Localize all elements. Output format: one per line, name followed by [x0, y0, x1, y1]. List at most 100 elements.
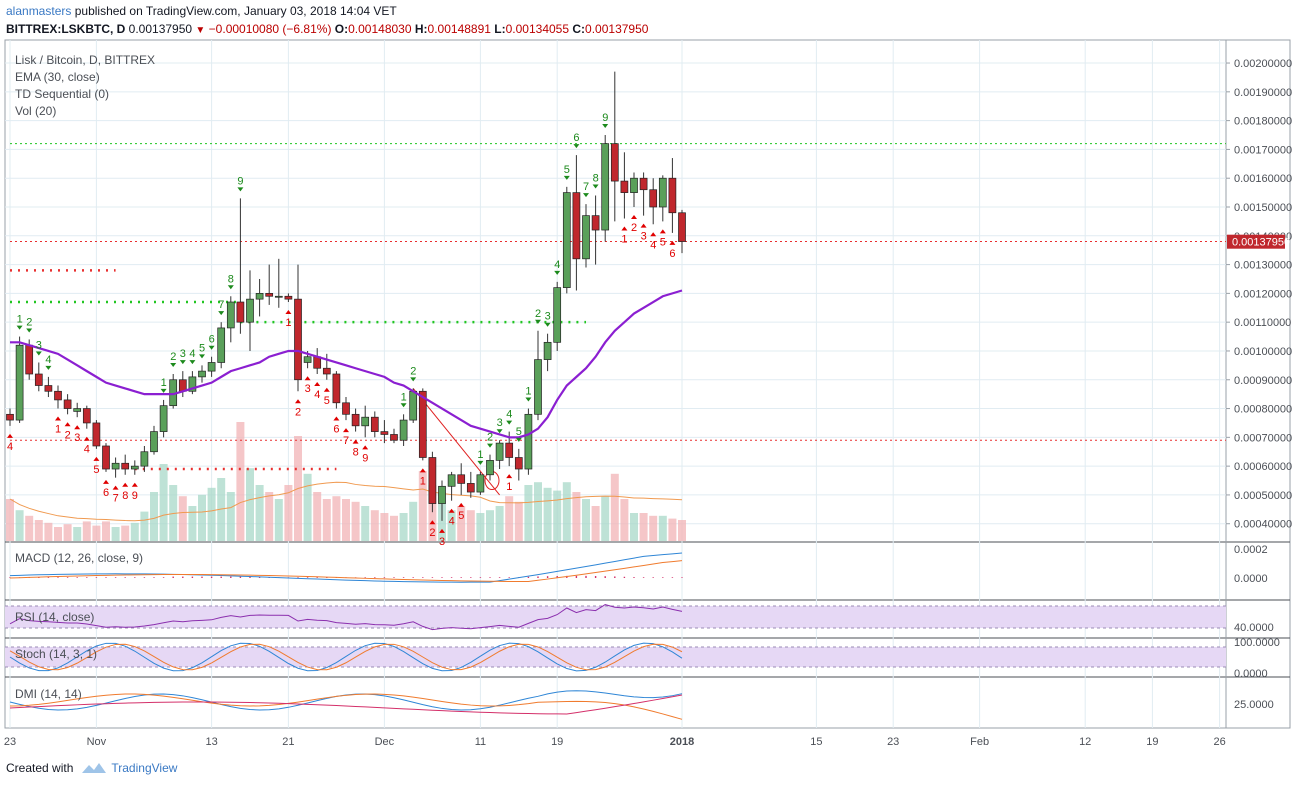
td-green-count: 7 [218, 299, 224, 311]
y-tick-label: 0.00170000 [1234, 144, 1292, 156]
candle-up [217, 327, 226, 363]
legend-ema[interactable]: EMA (30, close) [15, 70, 100, 84]
volume-bar [284, 485, 293, 541]
td-green-arrow [506, 420, 513, 425]
adx-line [9, 694, 683, 715]
td-red-arrow [93, 456, 100, 461]
volume-bar [649, 515, 658, 541]
td-green-count: 3 [545, 311, 551, 323]
td-red-count: 4 [84, 444, 90, 456]
td-red-arrow [621, 226, 628, 231]
volume-bar [447, 510, 456, 541]
last-price: 0.00137950 [128, 22, 193, 36]
macd-tick: 0.0002 [1234, 544, 1268, 556]
legend-vol[interactable]: Vol (20) [15, 104, 57, 118]
td-red-count: 4 [650, 239, 656, 251]
td-green-count: 6 [209, 334, 215, 346]
x-tick-label: 11 [475, 736, 486, 748]
volume-bar [332, 496, 341, 541]
x-tick-label: Dec [375, 736, 395, 748]
td-green-count: 1 [477, 449, 483, 461]
volume-bar [274, 499, 283, 541]
td-red-count: 3 [439, 536, 445, 548]
candle-down [6, 413, 14, 421]
macd-label[interactable]: MACD (12, 26, close, 9) [15, 551, 144, 565]
volume-bar [399, 513, 408, 541]
volume-bar [380, 513, 389, 541]
close-label: C: [572, 22, 586, 36]
candle-down [44, 385, 53, 392]
td-green-count: 2 [26, 316, 32, 328]
volume-bar [630, 513, 638, 541]
volume-bar [159, 464, 168, 541]
footer: Created with TradingView [6, 761, 177, 775]
td-green-arrow [237, 187, 244, 192]
candle-down [332, 373, 341, 404]
candle-down [82, 408, 91, 424]
td-red-arrow [74, 425, 81, 430]
x-tick-label: 19 [551, 736, 563, 748]
candle-down [466, 483, 475, 493]
td-red-count: 4 [314, 389, 320, 401]
volume-bar [543, 487, 552, 541]
td-green-count: 5 [516, 426, 522, 438]
volume-bar [255, 485, 264, 541]
td-red-arrow [112, 485, 119, 490]
td-red-arrow [506, 474, 513, 479]
candle-up [274, 295, 283, 298]
td-red-arrow [295, 399, 301, 404]
td-red-count: 1 [55, 424, 61, 436]
volume-bar [198, 494, 206, 541]
volume-bar [188, 506, 197, 541]
td-green-count: 1 [17, 314, 23, 326]
volume-bar [246, 468, 254, 541]
down-arrow-icon: ▼ [195, 25, 206, 36]
dmi-label[interactable]: DMI (14, 14) [15, 687, 82, 701]
stoch-label[interactable]: Stoch (14, 3, 1) [15, 647, 98, 661]
candle-down [572, 192, 581, 260]
td-green-arrow [160, 388, 167, 393]
y-tick-label: 0.00160000 [1234, 173, 1292, 185]
td-green-count: 5 [564, 164, 570, 176]
candle-down [457, 474, 466, 484]
td-red-count: 2 [295, 406, 301, 418]
candle-up [207, 362, 216, 372]
volume-bar [591, 506, 600, 541]
author-link[interactable]: alanmasters [6, 4, 72, 18]
td-green-count: 4 [506, 409, 512, 421]
td-green-arrow [189, 360, 196, 365]
y-tick-label: 0.00060000 [1234, 461, 1292, 473]
candle-down [620, 180, 629, 193]
td-red-count: 7 [343, 435, 349, 447]
td-green-count: 8 [228, 273, 234, 285]
candle-up [447, 474, 456, 487]
y-tick-label: 0.00130000 [1234, 260, 1292, 272]
td-green-count: 5 [199, 342, 205, 354]
td-red-count: 3 [305, 383, 311, 395]
volume-bar [150, 492, 158, 541]
volume-bar [178, 496, 187, 541]
td-green-count: 4 [189, 348, 195, 360]
td-green-count: 1 [525, 386, 531, 398]
legend-td[interactable]: TD Sequential (0) [15, 87, 110, 101]
high-label: H: [414, 22, 428, 36]
volume-bar [351, 501, 360, 541]
td-green-arrow [477, 460, 484, 465]
volume-bar [54, 527, 62, 541]
tradingview-link[interactable]: TradingView [111, 761, 178, 775]
td-green-arrow [515, 437, 522, 442]
close-value: 0.00137950 [585, 22, 649, 36]
candle-down [591, 215, 600, 231]
td-green-count: 3 [497, 417, 503, 429]
td-red-arrow [122, 482, 129, 487]
volume-bar [63, 524, 72, 541]
volume-bar [303, 473, 312, 541]
candle-up [226, 301, 235, 329]
x-tick-label: 2018 [670, 736, 694, 748]
candle-up [399, 419, 408, 441]
volume-bar [342, 499, 350, 541]
rsi-label[interactable]: RSI (14, close) [15, 610, 95, 624]
ohlc-header: BITTREX:LSKBTC, D 0.00137950 ▼ −0.000100… [6, 22, 648, 36]
td-green-count: 1 [161, 377, 167, 389]
